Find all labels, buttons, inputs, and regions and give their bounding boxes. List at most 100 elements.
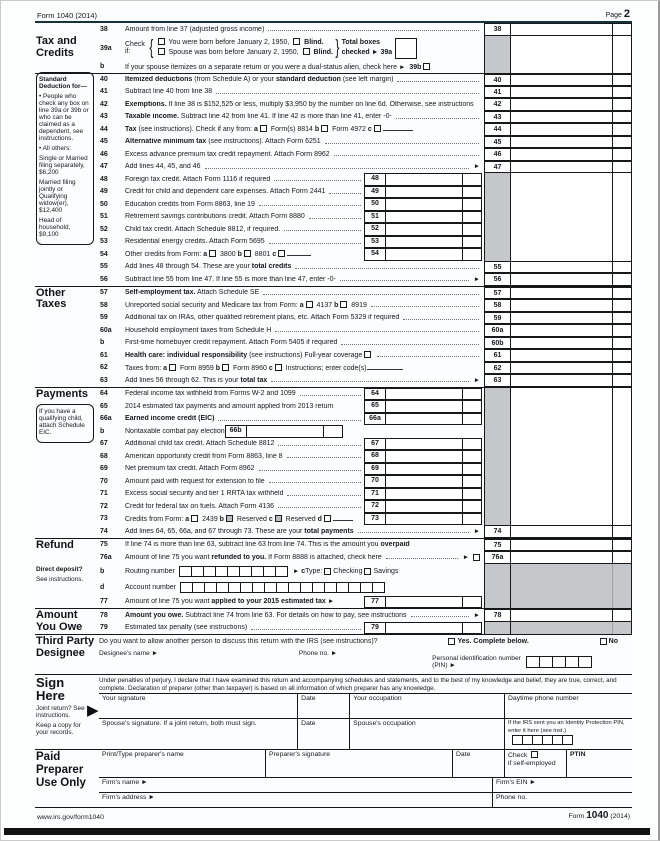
spouse-signature-field[interactable]: Spouse's signature. If a joint return, b… <box>99 719 297 749</box>
checkbox-icon[interactable] <box>209 250 217 258</box>
daytime-phone-field[interactable]: Daytime phone number <box>504 694 632 718</box>
digit-box[interactable] <box>565 656 580 668</box>
amount-field[interactable] <box>510 286 631 299</box>
amount-field[interactable] <box>510 538 631 551</box>
checkbox-icon[interactable] <box>423 62 431 70</box>
amount-field[interactable] <box>510 525 631 538</box>
blank-field[interactable] <box>332 515 353 521</box>
firm-phone-field[interactable]: Phone no. <box>492 793 632 807</box>
amount-field[interactable] <box>510 85 631 98</box>
checkbox-icon[interactable] <box>157 38 165 45</box>
digit-boxes[interactable] <box>179 582 385 593</box>
digit-boxes[interactable] <box>178 566 288 577</box>
amount-field[interactable] <box>386 210 482 223</box>
checkbox-icon[interactable] <box>364 568 372 575</box>
amount-field[interactable] <box>510 98 631 111</box>
amount-field[interactable] <box>386 412 482 425</box>
checkbox-icon[interactable] <box>473 553 480 561</box>
checkbox-icon[interactable] <box>305 301 313 309</box>
amount-field[interactable] <box>510 160 631 173</box>
amount-field[interactable] <box>510 374 631 387</box>
ptin-field[interactable]: PTIN <box>566 750 632 777</box>
amount-field[interactable] <box>386 248 482 261</box>
amount-field[interactable] <box>386 198 482 211</box>
digit-box[interactable] <box>539 656 554 668</box>
amount-field[interactable] <box>510 148 631 161</box>
checkbox-icon[interactable] <box>302 48 310 55</box>
digit-box[interactable] <box>552 656 567 668</box>
amount-field[interactable] <box>510 273 631 286</box>
checkbox-icon[interactable] <box>274 363 282 371</box>
amount-field[interactable] <box>386 450 482 463</box>
date-field[interactable]: Date <box>452 750 504 777</box>
amount-field[interactable] <box>510 299 631 312</box>
your-occupation-field[interactable]: Your occupation <box>349 694 504 718</box>
checkbox-icon[interactable] <box>169 363 177 371</box>
amount-field[interactable] <box>386 595 482 608</box>
amount-field[interactable] <box>510 74 631 86</box>
amount-field[interactable] <box>246 425 343 438</box>
checkbox-icon[interactable] <box>259 125 267 133</box>
checkbox-icon[interactable] <box>278 250 286 258</box>
date-field[interactable]: Date <box>297 694 349 718</box>
yes-checkbox-icon[interactable] <box>448 638 456 645</box>
amount-field[interactable] <box>510 110 631 123</box>
amount-field[interactable] <box>386 223 482 236</box>
self-employed-checkbox-icon[interactable] <box>531 751 539 758</box>
firm-name-field[interactable]: Firm's name ► <box>99 778 492 792</box>
total-boxes-count-field[interactable] <box>395 37 418 59</box>
amount-field[interactable] <box>510 260 631 273</box>
digit-box[interactable] <box>274 566 288 577</box>
amount-field[interactable] <box>386 173 482 186</box>
blank-field[interactable] <box>366 364 403 370</box>
preparer-signature-field[interactable]: Preparer's signature <box>265 750 452 777</box>
amount-field[interactable] <box>510 135 631 148</box>
pin-digit-boxes[interactable] <box>526 656 593 668</box>
amount-field[interactable] <box>510 324 631 337</box>
amount-field[interactable] <box>386 500 482 513</box>
designee-name-field[interactable]: Designee's name ► <box>99 648 299 674</box>
amount-field[interactable] <box>510 123 631 136</box>
checkbox-icon[interactable] <box>157 48 165 55</box>
your-signature-field[interactable]: Your signature <box>99 694 297 718</box>
amount-field[interactable] <box>386 487 482 500</box>
checkbox-icon[interactable] <box>324 568 332 575</box>
designee-phone-field[interactable]: Phone no. ► <box>299 648 432 674</box>
no-checkbox-icon[interactable] <box>599 638 607 645</box>
checkbox-icon[interactable] <box>340 301 348 309</box>
preparer-name-field[interactable]: Print/Type preparer's name <box>99 750 265 777</box>
ippin-digit-boxes[interactable] <box>512 735 573 745</box>
amount-field[interactable] <box>510 311 631 324</box>
amount-field[interactable] <box>386 235 482 248</box>
checkbox-icon[interactable] <box>323 514 331 522</box>
amount-field[interactable] <box>510 551 631 564</box>
blank-field[interactable] <box>382 125 413 132</box>
amount-field[interactable] <box>386 512 482 525</box>
checkbox-icon[interactable] <box>274 514 282 522</box>
blank-field[interactable] <box>287 250 312 257</box>
website-link[interactable]: www.irs.gov/form1040 <box>37 814 104 821</box>
firm-ein-field[interactable]: Firm's EIN ► <box>492 778 632 792</box>
amount-field[interactable] <box>386 387 482 400</box>
identity-protection-pin-field[interactable]: If the IRS sent you an Identity Protecti… <box>504 719 632 749</box>
checkbox-icon[interactable] <box>373 125 381 133</box>
amount-field[interactable] <box>386 185 482 198</box>
spouse-occupation-field[interactable]: Spouse's occupation <box>349 719 504 749</box>
amount-field[interactable] <box>386 475 482 488</box>
date-field[interactable]: Date <box>297 719 349 749</box>
amount-field[interactable] <box>510 23 631 36</box>
amount-field[interactable] <box>386 462 482 475</box>
self-employed-check-field[interactable]: Check if self-employed <box>504 750 566 777</box>
amount-field[interactable] <box>510 336 631 349</box>
checkbox-icon[interactable] <box>321 125 329 133</box>
digit-box[interactable] <box>526 656 541 668</box>
checkbox-icon[interactable] <box>364 351 372 359</box>
checkbox-icon[interactable] <box>191 514 199 522</box>
amount-field[interactable] <box>510 609 631 622</box>
checkbox-icon[interactable] <box>243 250 251 258</box>
checkbox-icon[interactable] <box>293 38 301 45</box>
checkbox-icon[interactable] <box>222 363 230 371</box>
digit-box[interactable] <box>562 735 573 745</box>
amount-field[interactable] <box>386 400 482 413</box>
firm-address-field[interactable]: Firm's address ► <box>99 793 492 807</box>
